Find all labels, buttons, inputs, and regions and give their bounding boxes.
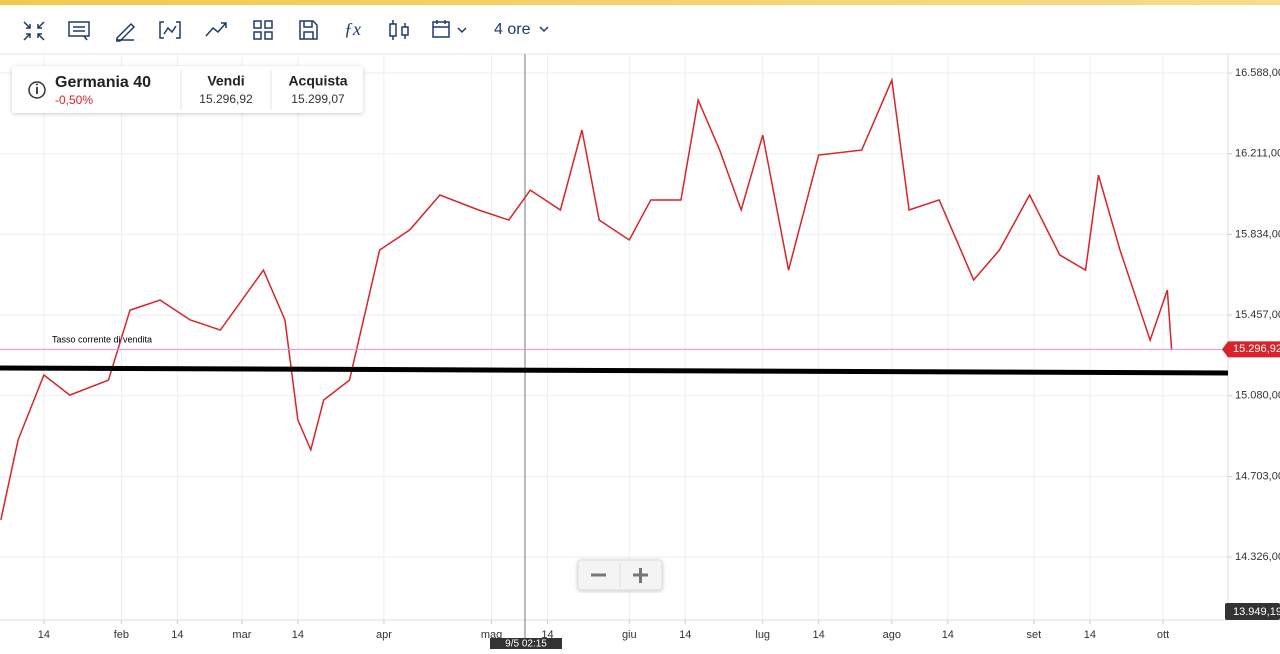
info-icon[interactable] bbox=[28, 81, 46, 99]
x-tick-label: giu bbox=[622, 629, 637, 641]
x-tick-label: apr bbox=[376, 629, 392, 641]
function-icon[interactable]: ƒx bbox=[344, 19, 361, 39]
draw-icon[interactable] bbox=[116, 22, 136, 42]
y-tick-label: 16.211,00 bbox=[1235, 148, 1280, 160]
x-tick-label: 14 bbox=[38, 629, 50, 641]
y-tick-label: 14.326,00 bbox=[1235, 551, 1280, 563]
layout-icon[interactable] bbox=[253, 20, 273, 40]
candle-icon[interactable] bbox=[389, 20, 409, 40]
instrument-name: Germania 40 bbox=[55, 74, 151, 91]
x-tick-label: 14 bbox=[171, 629, 183, 641]
timeframe[interactable]: 4 ore bbox=[494, 21, 531, 38]
x-tick-label: lug bbox=[755, 629, 770, 641]
x-tick-label: 14 bbox=[292, 629, 304, 641]
notes-icon[interactable] bbox=[68, 21, 90, 41]
current-price-box bbox=[1222, 341, 1280, 358]
sell-label[interactable]: Vendi bbox=[207, 73, 244, 89]
axis-bottom-label: 13.949,19 bbox=[1233, 606, 1280, 618]
x-tick-label: feb bbox=[114, 629, 129, 641]
x-tick-label: set bbox=[1027, 629, 1042, 641]
x-tick-label: mag bbox=[481, 629, 502, 641]
x-tick-label: 14 bbox=[942, 629, 954, 641]
y-tick-label: 14.703,00 bbox=[1235, 470, 1280, 482]
info-icon-dot bbox=[36, 83, 38, 86]
buy-price[interactable]: 15.299,07 bbox=[291, 92, 345, 106]
calendar-icon[interactable] bbox=[432, 20, 467, 38]
toolbar: ƒx 4 ore bbox=[23, 19, 549, 42]
x-tick-label: 14 bbox=[541, 629, 553, 641]
y-tick-label: 15.080,00 bbox=[1235, 390, 1280, 402]
save-icon[interactable] bbox=[299, 20, 318, 40]
top-bar bbox=[0, 0, 1280, 5]
crosshair-box bbox=[490, 638, 562, 649]
axis-bottom-box bbox=[1225, 603, 1280, 620]
sell-price[interactable]: 15.296,92 bbox=[199, 92, 253, 106]
y-tick-label: 15.457,00 bbox=[1235, 309, 1280, 321]
x-tick-label: 14 bbox=[1084, 629, 1096, 641]
zoom-control bbox=[577, 559, 663, 591]
x-tick-label: 14 bbox=[813, 629, 825, 641]
x-tick-label: 14 bbox=[679, 629, 691, 641]
crosshair-label: 9/5 02:15 bbox=[505, 639, 547, 649]
support-trendline bbox=[0, 365, 1229, 376]
instrument-panel: Germania 40 -0,50% Vendi 15.296,92 Acqui… bbox=[12, 66, 363, 113]
current-price-label: 15.296,92 bbox=[1233, 343, 1280, 355]
collapse-icon[interactable] bbox=[23, 21, 45, 41]
current-rate-label: Tasso corrente di vendita bbox=[52, 334, 152, 344]
instrument-change: -0,50% bbox=[55, 93, 93, 107]
x-tick-label: ott bbox=[1157, 629, 1169, 641]
indicator-icon[interactable] bbox=[159, 21, 181, 39]
trend-icon[interactable] bbox=[205, 22, 227, 37]
price-line bbox=[0, 77, 1173, 521]
y-tick-label: 15.834,00 bbox=[1235, 228, 1280, 240]
x-tick-label: mar bbox=[232, 629, 251, 641]
panel-box bbox=[12, 66, 363, 113]
buy-label[interactable]: Acquista bbox=[288, 73, 347, 89]
x-tick-label: ago bbox=[883, 629, 901, 641]
zoom-in[interactable] bbox=[633, 568, 648, 583]
y-tick-label: 16.588,00 bbox=[1235, 67, 1280, 79]
timeframe-caret[interactable] bbox=[539, 26, 549, 33]
